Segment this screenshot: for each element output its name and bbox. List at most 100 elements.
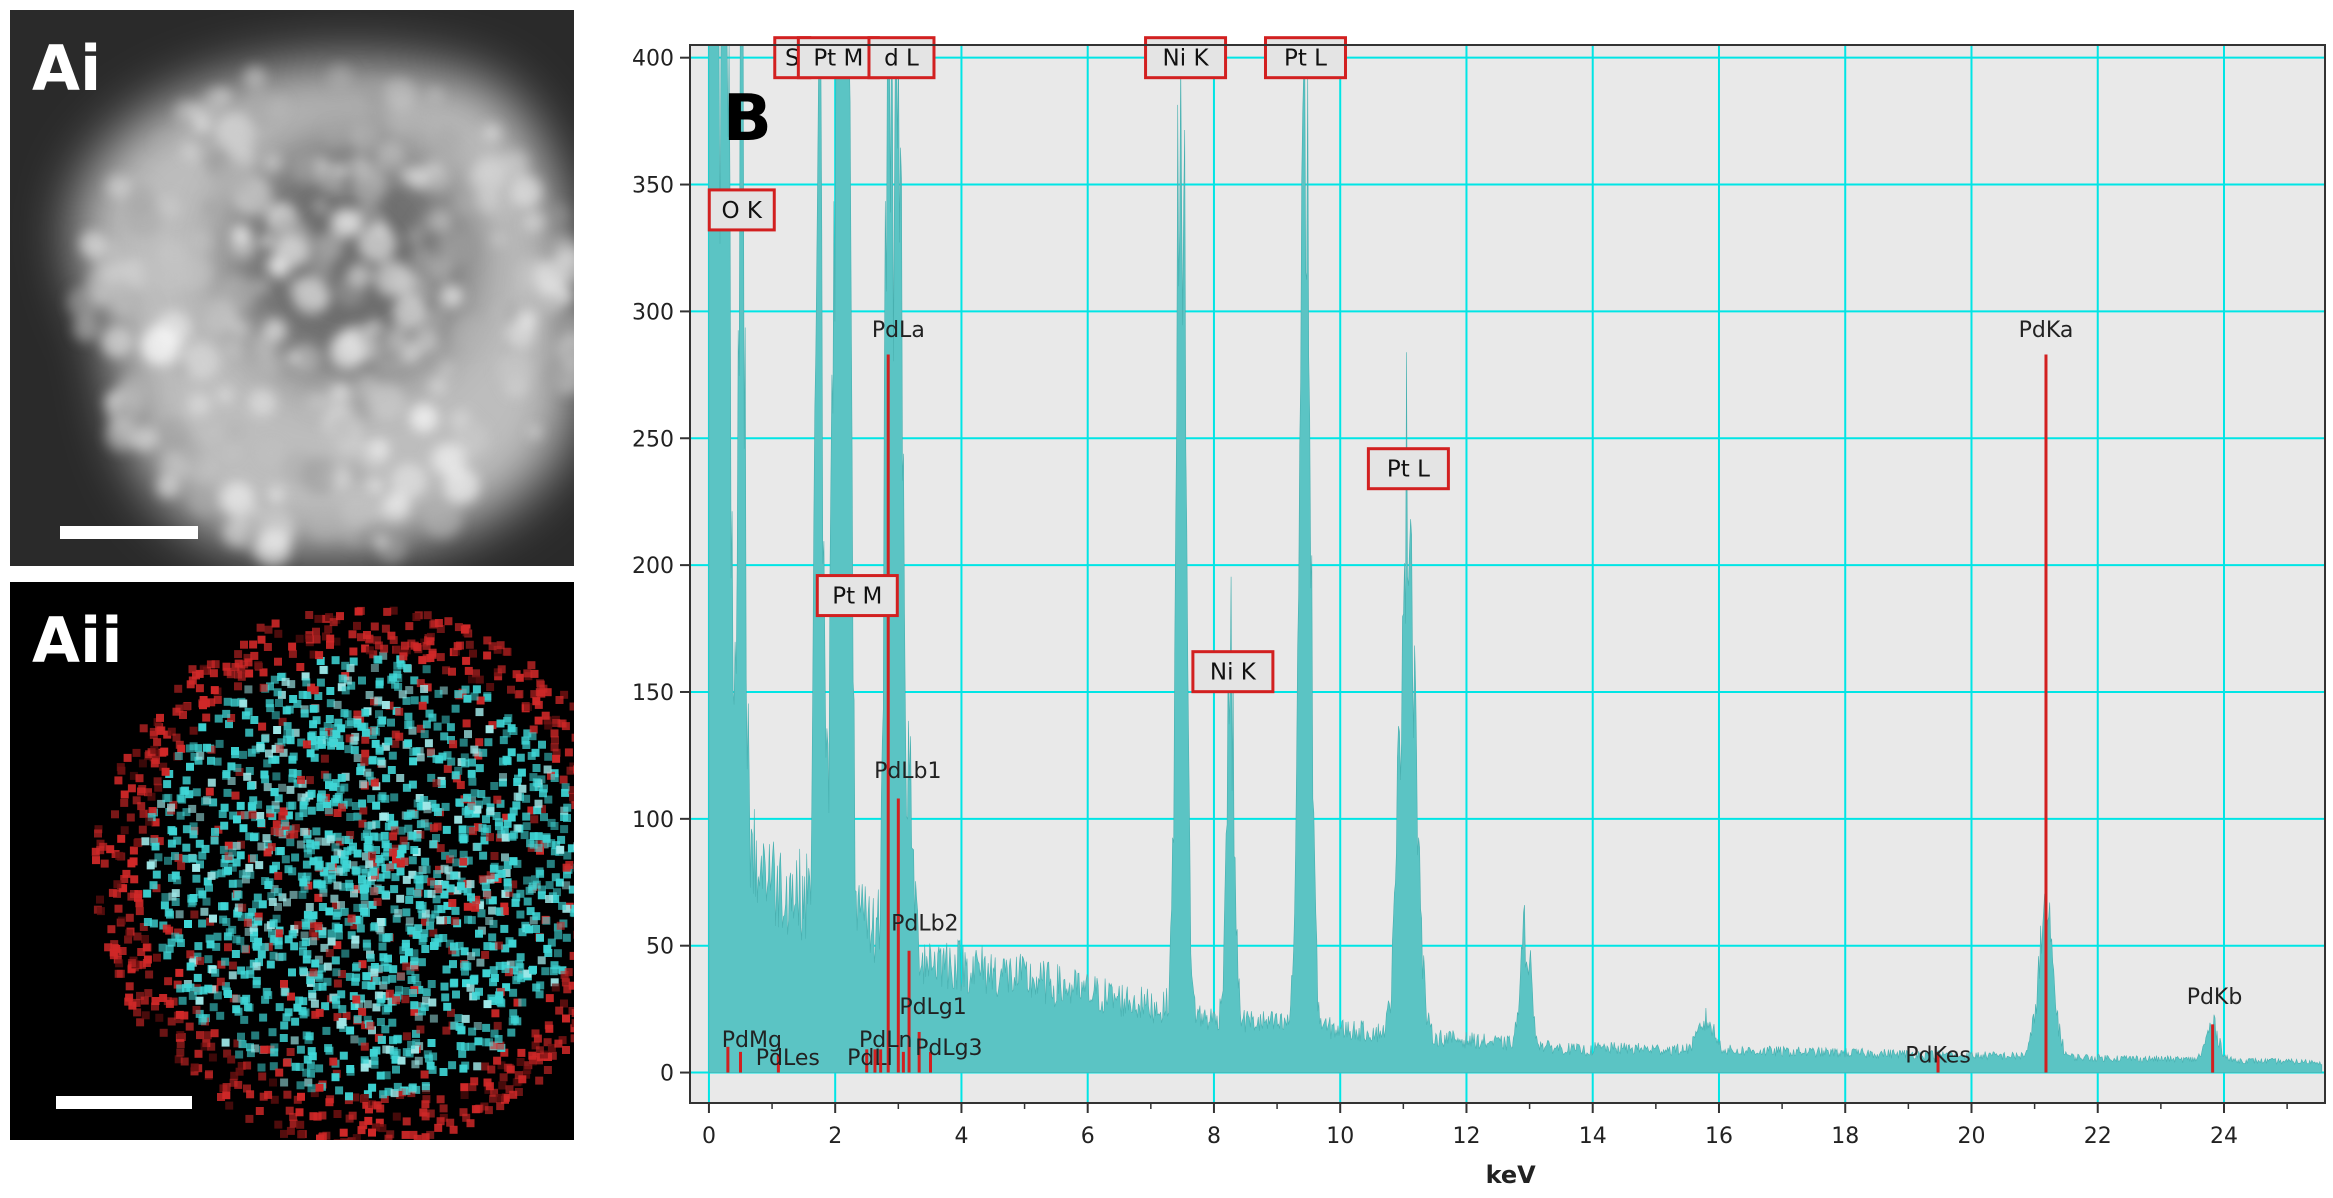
map-pixel (486, 725, 494, 733)
micrograph-speck (103, 278, 137, 312)
map-pixel (272, 862, 280, 870)
map-pixel (290, 942, 298, 950)
map-pixel (126, 914, 134, 922)
map-pixel (186, 744, 194, 752)
map-pixel (401, 858, 409, 866)
map-pixel (155, 1014, 163, 1022)
y-tick-label: 150 (632, 681, 674, 706)
map-pixel (350, 1035, 358, 1043)
map-pixel (450, 1126, 458, 1134)
map-pixel (536, 981, 544, 989)
marker-pdkes: PdKes (1905, 1043, 1971, 1072)
map-pixel (452, 705, 460, 713)
map-pixel (270, 788, 278, 796)
map-pixel (334, 980, 342, 988)
micrograph-speck (491, 232, 506, 247)
map-pixel (266, 699, 274, 707)
map-pixel (469, 650, 477, 658)
map-pixel (377, 719, 385, 727)
map-pixel (208, 779, 216, 787)
map-pixel (153, 871, 161, 879)
map-pixel (309, 720, 317, 728)
micrograph-speck (134, 182, 154, 202)
map-pixel (164, 977, 172, 985)
map-pixel (417, 753, 425, 761)
map-pixel (359, 904, 367, 912)
map-pixel (471, 693, 479, 701)
map-pixel (366, 1022, 374, 1030)
micrograph-speck (303, 391, 328, 416)
map-pixel (390, 636, 398, 644)
map-pixel (291, 854, 299, 862)
map-pixel (462, 1015, 470, 1023)
map-pixel (245, 864, 253, 872)
marker-label: PdLb1 (874, 759, 941, 784)
map-pixel (300, 828, 308, 836)
map-pixel (476, 764, 484, 772)
map-pixel (372, 728, 380, 736)
map-pixel (532, 925, 540, 933)
micrograph-speck (354, 532, 367, 545)
map-pixel (467, 984, 475, 992)
map-pixel (256, 1107, 264, 1115)
map-pixel (216, 740, 224, 748)
map-pixel (194, 744, 202, 752)
map-pixel (251, 1044, 259, 1052)
map-pixel (161, 901, 169, 909)
micrograph-speck (313, 199, 328, 214)
map-pixel (308, 807, 316, 815)
map-pixel (391, 740, 399, 748)
micrograph-speck (225, 342, 242, 359)
map-pixel (219, 810, 227, 818)
map-pixel (382, 964, 390, 972)
map-pixel (471, 904, 479, 912)
map-pixel (536, 870, 544, 878)
map-pixel (195, 1050, 203, 1058)
map-pixel (552, 755, 560, 763)
map-pixel (191, 1064, 199, 1072)
map-pixel (467, 952, 475, 960)
map-pixel (403, 876, 411, 884)
micrograph-speck (230, 319, 250, 339)
map-pixel (110, 951, 118, 959)
map-pixel (476, 676, 484, 684)
map-pixel (470, 977, 478, 985)
map-pixel (246, 1004, 254, 1012)
map-pixel (422, 1082, 430, 1090)
map-pixel (334, 882, 342, 890)
map-pixel (160, 1029, 168, 1037)
map-pixel (275, 847, 283, 855)
map-pixel (442, 716, 450, 724)
map-pixel (245, 670, 253, 678)
map-pixel (175, 969, 183, 977)
micrograph-speck (374, 260, 411, 297)
map-pixel (307, 732, 315, 740)
map-pixel (366, 691, 374, 699)
map-pixel (274, 888, 282, 896)
map-pixel (148, 793, 156, 801)
map-pixel (437, 1095, 445, 1103)
map-pixel (410, 1001, 418, 1009)
plot-area (690, 45, 2325, 1103)
map-pixel (402, 1087, 410, 1095)
map-pixel (250, 716, 258, 724)
map-pixel (325, 781, 333, 789)
map-pixel (273, 726, 281, 734)
micrograph-speck (231, 225, 251, 245)
map-pixel (284, 722, 292, 730)
map-pixel (398, 1057, 406, 1065)
map-pixel (462, 686, 470, 694)
map-pixel (353, 1134, 361, 1140)
map-pixel (402, 1131, 410, 1139)
micrograph-speck (358, 224, 396, 262)
map-pixel (333, 795, 341, 803)
map-pixel (175, 934, 183, 942)
map-pixel (275, 1069, 283, 1077)
map-pixel (439, 934, 447, 942)
map-pixel (238, 904, 246, 912)
map-pixel (308, 1084, 316, 1092)
micrograph-speck (187, 393, 211, 417)
map-pixel (487, 1066, 495, 1074)
map-pixel (495, 942, 503, 950)
map-pixel (537, 681, 545, 689)
